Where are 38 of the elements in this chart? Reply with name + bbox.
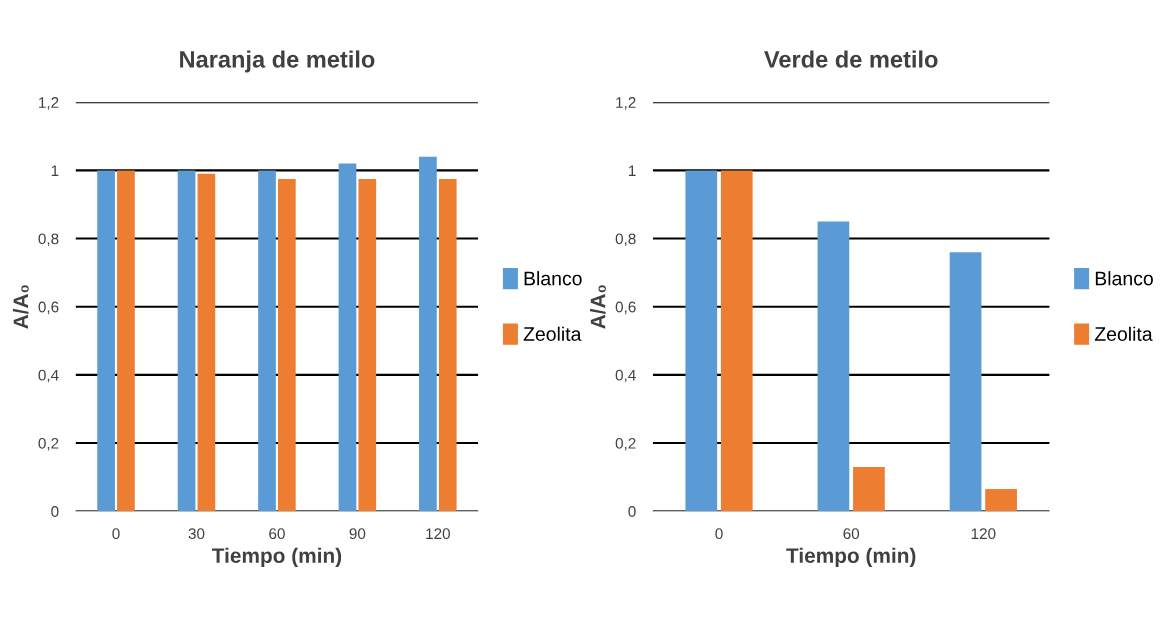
bar xyxy=(685,170,718,512)
bar xyxy=(985,489,1017,512)
legend-label: Blanco xyxy=(524,271,582,286)
y-tick-label: 0,2 xyxy=(615,437,636,451)
x-axis-title: Tiempo (min) xyxy=(211,547,342,568)
y-tick-label: 0,4 xyxy=(615,369,636,383)
x-tick-label: 30 xyxy=(188,528,205,540)
y-tick-label: 0,2 xyxy=(38,437,59,451)
x-tick-label: 0 xyxy=(715,528,723,540)
bar xyxy=(949,252,982,512)
bar xyxy=(817,221,850,512)
y-tick-label: 0,6 xyxy=(38,301,59,315)
legend-label: Blanco xyxy=(1095,271,1153,286)
y-tick-label: 1 xyxy=(628,165,636,176)
y-axis-title: A/A₀ xyxy=(590,285,606,329)
x-tick-label: 60 xyxy=(269,528,285,540)
chart-title: Verde de metilo xyxy=(764,50,938,68)
y-tick-label: 0 xyxy=(51,506,59,517)
legend-label: Zeolita xyxy=(523,326,582,341)
y-axis-title: A/A₀ xyxy=(12,285,29,329)
x-tick-label: 90 xyxy=(349,528,366,540)
y-tick-label: 0,6 xyxy=(615,301,636,315)
x-tick-label: 0 xyxy=(112,528,120,540)
x-tick-label: 120 xyxy=(426,528,450,540)
bar xyxy=(720,170,753,512)
chart-title: Naranja de metilo xyxy=(180,50,375,73)
legend-label: Zeolita xyxy=(1094,326,1153,341)
y-tick-label: 0,8 xyxy=(615,233,636,247)
x-tick-label: 60 xyxy=(843,528,860,540)
y-tick-label: 1,2 xyxy=(616,97,636,110)
y-tick-label: 0,8 xyxy=(38,233,59,247)
bar xyxy=(853,466,885,512)
x-tick-label: 120 xyxy=(971,528,996,540)
x-axis-title: Tiempo (min) xyxy=(786,547,916,568)
y-tick-label: 0 xyxy=(628,506,636,517)
y-tick-label: 0,4 xyxy=(38,369,59,383)
y-tick-label: 1 xyxy=(51,165,59,176)
y-tick-label: 1,2 xyxy=(39,97,59,110)
